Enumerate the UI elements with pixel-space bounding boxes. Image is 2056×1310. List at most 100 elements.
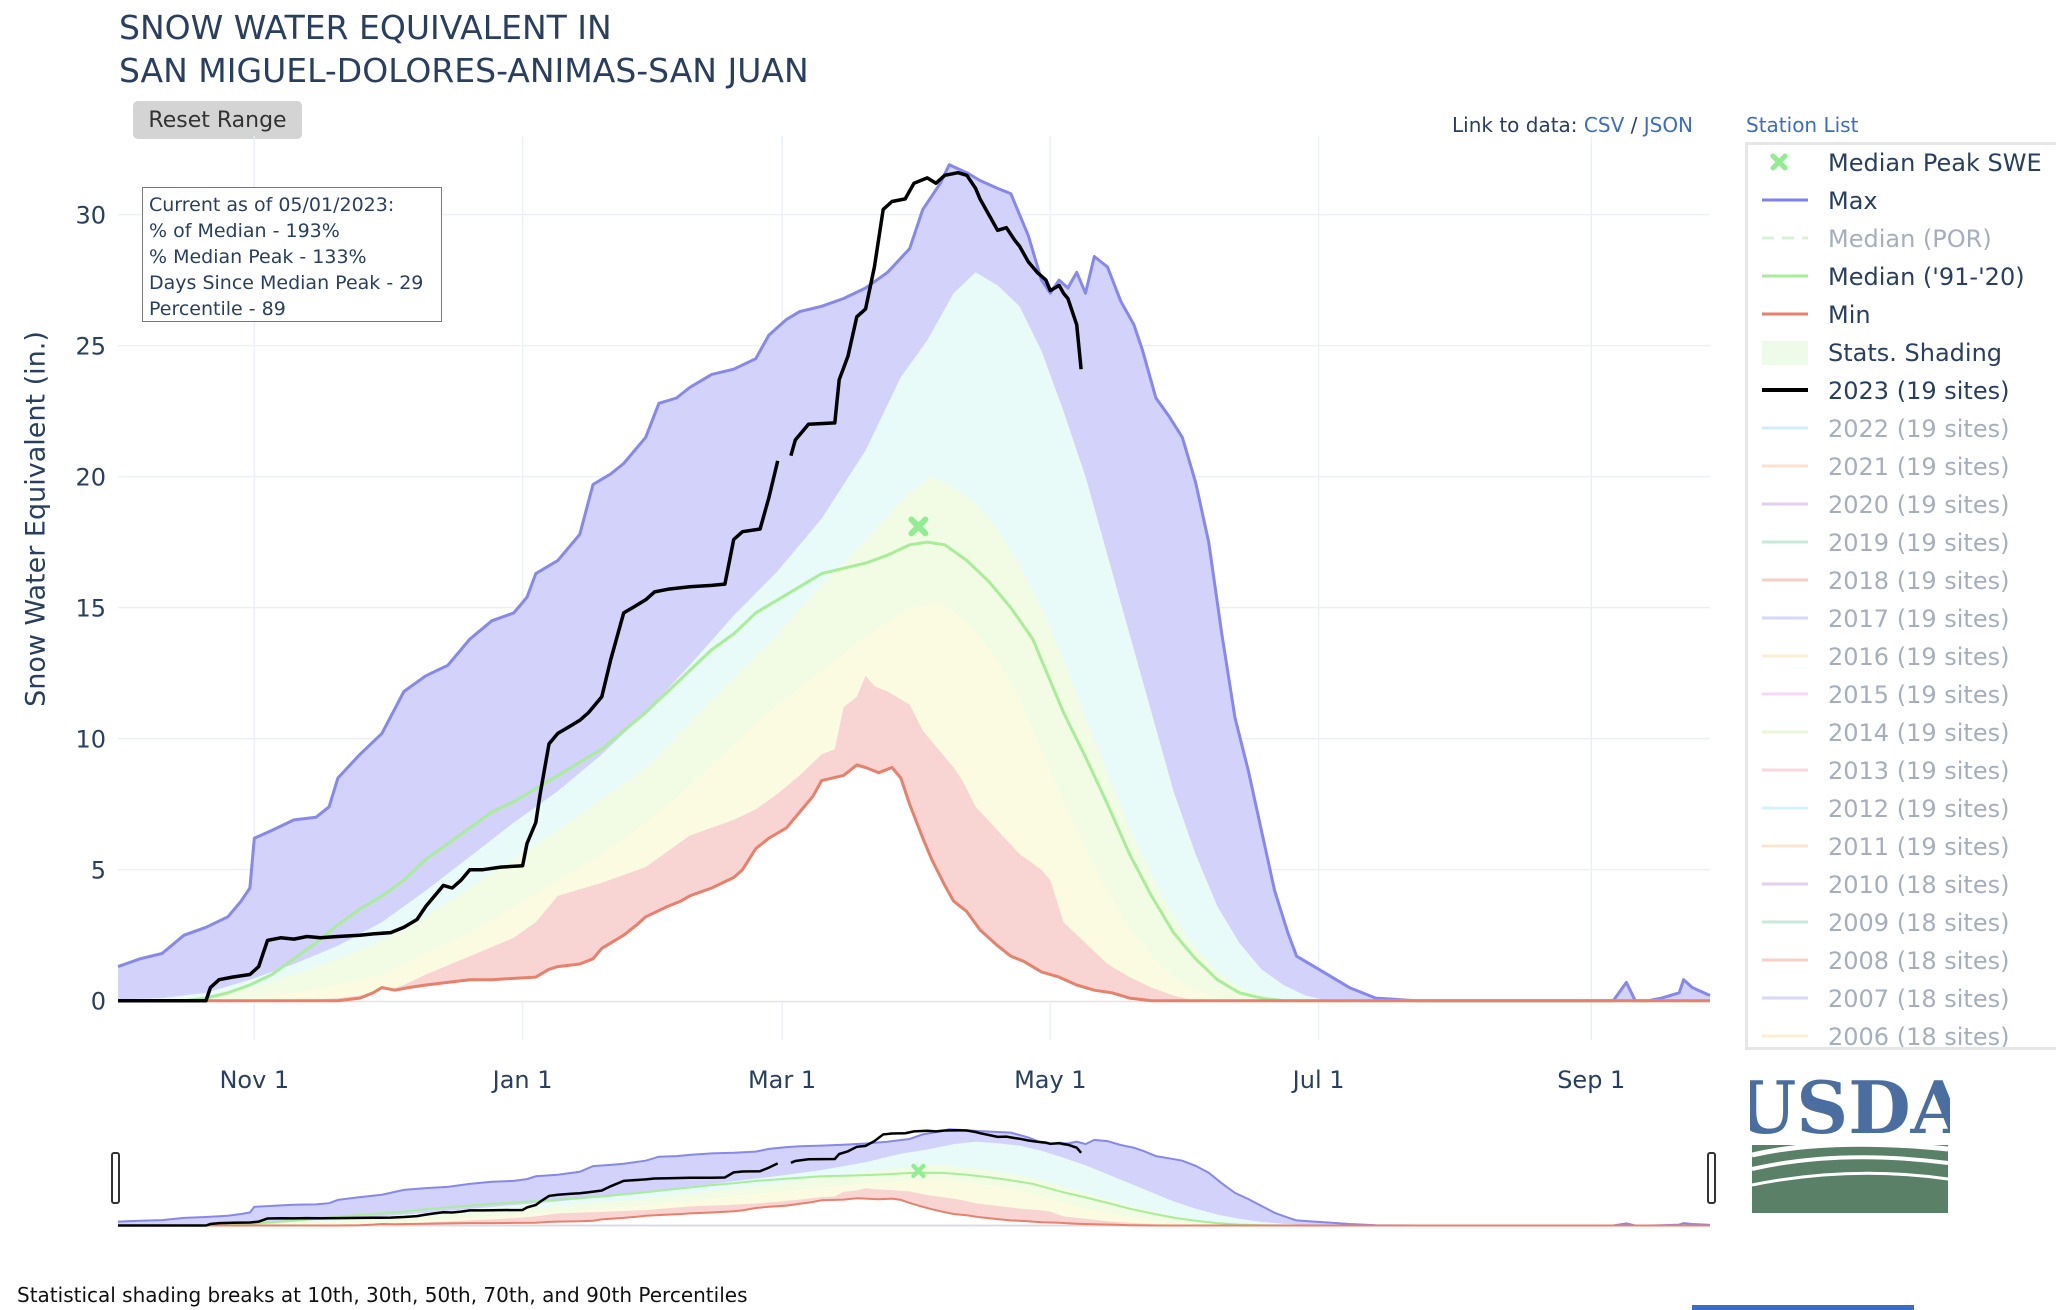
legend-item[interactable]: 2021 (19 sites) <box>1748 449 2056 487</box>
legend-label: Median Peak SWE <box>1828 149 2042 177</box>
mini-band-min <box>118 1198 1710 1226</box>
range-handle-left[interactable] <box>111 1152 120 1204</box>
range-handle-right[interactable] <box>1707 1152 1716 1204</box>
stats-days-since-peak: Days Since Median Peak - 29 <box>149 272 424 294</box>
legend-label: Min <box>1828 301 1871 329</box>
legend-item[interactable]: 2022 (19 sites) <box>1748 411 2056 449</box>
legend-item[interactable]: 2019 (19 sites) <box>1748 525 2056 563</box>
data-links: Link to data: CSV / JSON <box>1452 113 1693 137</box>
json-link[interactable]: JSON <box>1643 113 1694 137</box>
legend-item[interactable]: 2023 (19 sites) <box>1748 373 2056 411</box>
stats-percentile: Percentile - 89 <box>149 298 286 320</box>
legend-symbol <box>1762 806 1808 810</box>
legend-item[interactable]: Median Peak SWE <box>1748 145 2056 183</box>
chart-title-line2: SAN MIGUEL-DOLORES-ANIMAS-SAN JUAN <box>119 51 809 90</box>
legend-symbol <box>1762 730 1808 734</box>
line-layer <box>117 163 1711 1003</box>
legend-item[interactable]: Median ('91-'20) <box>1748 259 2056 297</box>
legend-item[interactable]: 2006 (18 sites) <box>1748 1019 2056 1050</box>
legend-label: 2018 (19 sites) <box>1828 567 2010 595</box>
legend-item[interactable]: 2011 (19 sites) <box>1748 829 2056 867</box>
legend-symbol <box>1762 882 1808 886</box>
legend-label: 2007 (18 sites) <box>1828 985 2010 1013</box>
csv-link[interactable]: CSV <box>1583 113 1625 137</box>
legend-label: 2019 (19 sites) <box>1828 529 2010 557</box>
legend-item[interactable]: 2010 (18 sites) <box>1748 867 2056 905</box>
legend-item[interactable]: 2015 (19 sites) <box>1748 677 2056 715</box>
legend-item[interactable]: 2014 (19 sites) <box>1748 715 2056 753</box>
legend-label: 2015 (19 sites) <box>1828 681 2010 709</box>
legend-item[interactable]: 2018 (19 sites) <box>1748 563 2056 601</box>
legend-item[interactable]: Median (POR) <box>1748 221 2056 259</box>
main-chart[interactable]: 0 5 10 15 20 25 30 Nov 1 Jan 1 Mar 1 May 1 Jul 1 Sep… <box>0 0 1745 1100</box>
mini-median-peak-marker[interactable] <box>911 1163 926 1179</box>
legend-symbol <box>1762 996 1808 1000</box>
y-tick-label: 30 <box>75 202 106 230</box>
legend-item[interactable]: Stats. Shading <box>1748 335 2056 373</box>
legend-label: Median (POR) <box>1828 225 1992 253</box>
y-tick-label: 10 <box>75 726 106 754</box>
link-separator: / <box>1630 113 1638 137</box>
mini-line-layer <box>117 1128 1711 1227</box>
legend-symbol <box>1762 692 1808 696</box>
y-tick-label: 0 <box>91 988 106 1016</box>
legend-symbol <box>1762 654 1808 658</box>
legend-label: Stats. Shading <box>1828 339 2003 367</box>
line-current-segment-1[interactable] <box>118 460 780 1003</box>
mini-line-min <box>118 1197 1710 1227</box>
mini-line-current-2 <box>790 1128 1083 1164</box>
y-tick-label: 20 <box>75 464 106 492</box>
legend-item[interactable]: 2017 (19 sites) <box>1748 601 2056 639</box>
legend-label: 2011 (19 sites) <box>1828 833 2010 861</box>
legend-item[interactable]: 2009 (18 sites) <box>1748 905 2056 943</box>
shading-footnote: Statistical shading breaks at 10th, 30th… <box>17 1283 748 1307</box>
y-axis-title: Snow Water Equivalent (in.) <box>20 331 52 707</box>
median-peak-marker[interactable] <box>908 516 929 537</box>
reset-range-button[interactable]: Reset Range <box>133 101 302 139</box>
legend-symbol <box>1762 464 1808 468</box>
mini-line-max <box>117 1128 1711 1227</box>
legend-label: 2021 (19 sites) <box>1828 453 2010 481</box>
legend-label: Max <box>1828 187 1878 215</box>
legend-item[interactable]: 2016 (19 sites) <box>1748 639 2056 677</box>
legend-symbol <box>1762 540 1808 544</box>
line-median[interactable] <box>118 540 1710 1003</box>
station-list-link[interactable]: Station List <box>1746 113 1859 137</box>
x-tick-label: Mar 1 <box>748 1066 816 1094</box>
line-current-segment-2[interactable] <box>789 170 1083 457</box>
bottom-scroll-indicator <box>1692 1305 1914 1310</box>
legend-symbol <box>1762 388 1808 392</box>
band-min <box>118 764 1710 1001</box>
legend-item[interactable]: 2007 (18 sites) <box>1748 981 2056 1019</box>
range-slider-chart[interactable] <box>0 0 1745 1250</box>
legend-label: 2016 (19 sites) <box>1828 643 2010 671</box>
legend-item[interactable]: Max <box>1748 183 2056 221</box>
x-tick-label: May 1 <box>1014 1066 1087 1094</box>
chart-title-line1: SNOW WATER EQUIVALENT IN <box>119 8 612 47</box>
line-max[interactable] <box>117 163 1711 1003</box>
legend-item[interactable]: 2008 (18 sites) <box>1748 943 2056 981</box>
legend-item[interactable]: 2020 (19 sites) <box>1748 487 2056 525</box>
chart-legend[interactable]: Median Peak SWE Max Median (POR) Median ('9… <box>1745 142 2056 1050</box>
legend-item[interactable]: 2012 (19 sites) <box>1748 791 2056 829</box>
legend-item[interactable]: 2013 (19 sites) <box>1748 753 2056 791</box>
legend-symbol <box>1762 578 1808 582</box>
x-tick-label: Jul 1 <box>1291 1066 1345 1094</box>
mini-line-median <box>118 1171 1710 1227</box>
legend-label: 2010 (18 sites) <box>1828 871 2010 899</box>
stats-current-as-of: Current as of 05/01/2023: <box>149 194 395 216</box>
fill-layer <box>118 164 1710 1001</box>
legend-item[interactable]: Min <box>1748 297 2056 335</box>
y-tick-label: 25 <box>75 333 106 361</box>
legend-label: 2013 (19 sites) <box>1828 757 2010 785</box>
legend-label: 2023 (19 sites) <box>1828 377 2010 405</box>
stats-percent-median-peak: % Median Peak - 133% <box>149 246 367 268</box>
legend-label: 2006 (18 sites) <box>1828 1023 2010 1050</box>
usda-logo-text: USDA <box>1750 1073 1950 1150</box>
line-min[interactable] <box>118 763 1710 1003</box>
legend-symbol <box>1762 312 1808 316</box>
legend-symbol <box>1762 1034 1808 1038</box>
legend-symbol <box>1762 768 1808 772</box>
legend-symbol <box>1762 920 1808 924</box>
